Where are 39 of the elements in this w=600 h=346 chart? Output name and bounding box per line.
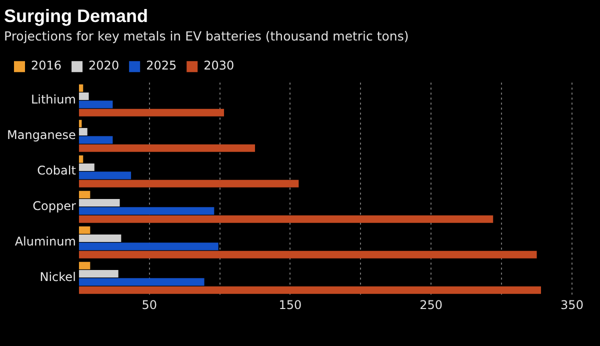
y-tick-label: Cobalt [37,163,76,178]
bar [78,92,89,100]
bar [78,215,494,223]
bar [78,100,113,108]
bar [78,164,94,172]
bar [78,190,90,198]
bar [78,242,218,250]
x-tick-label: 250 [420,298,443,312]
bar [78,262,90,270]
legend-label: 2025 [146,58,177,73]
bar [78,155,84,163]
bar [78,180,299,188]
bar [78,128,88,136]
bar [78,199,120,207]
y-tick-label: Nickel [40,270,76,284]
bar [78,278,204,286]
x-tick-label: 50 [142,298,157,312]
bar [78,136,113,144]
bar [78,270,118,278]
legend-label: 2020 [88,58,120,73]
bar [78,108,224,116]
bar [78,286,542,294]
bar [78,84,84,92]
bar [78,144,256,152]
bar [78,207,214,215]
bar [78,226,90,234]
bar [78,172,132,180]
x-tick-label: 350 [560,298,584,312]
legend-label: 2030 [204,58,234,73]
y-tick-label: Lithium [30,92,76,106]
chart-title: Surging Demand [4,6,148,26]
bar [78,234,122,242]
legend-label: 2016 [31,58,62,73]
chart-subtitle: Projections for key metals in EV batteries (thousand metric tons) [4,28,409,44]
bar [78,250,537,258]
y-tick-label: Copper [32,198,76,213]
y-tick-label: Aluminum [14,234,76,248]
y-tick-label: Manganese [7,128,76,142]
x-tick-label: 150 [278,298,302,312]
